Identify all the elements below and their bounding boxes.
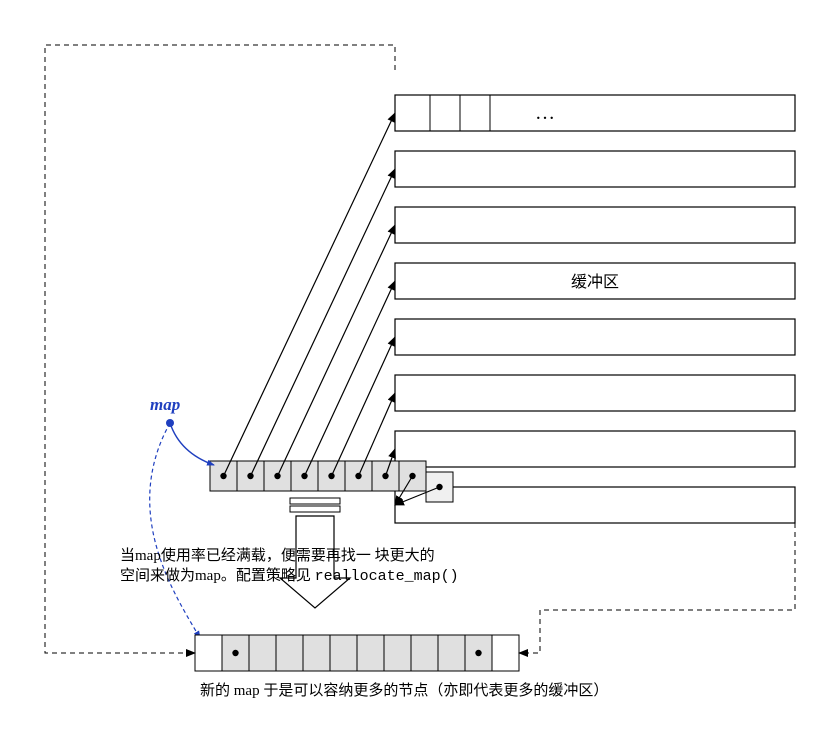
mid-text-line1: 当map使用率已经满载，便需要再找一 块更大的 bbox=[120, 547, 435, 564]
buffer-box bbox=[395, 151, 795, 187]
buffer-box bbox=[395, 375, 795, 411]
pointer-arrow bbox=[278, 225, 396, 476]
new-map-cell bbox=[411, 635, 438, 671]
big-arrow-bar bbox=[290, 506, 340, 512]
new-map-cell bbox=[249, 635, 276, 671]
new-map-cell bbox=[276, 635, 303, 671]
dashed-connector-bottom bbox=[519, 505, 795, 653]
buffer-box bbox=[395, 207, 795, 243]
new-map-cell bbox=[438, 635, 465, 671]
mid-text-line2: 空间来做为map。配置策略见 reallocate_map() bbox=[120, 567, 459, 585]
pointer-arrow bbox=[224, 113, 396, 476]
buffer-ellipsis: … bbox=[535, 102, 555, 124]
buffer-label: 缓冲区 bbox=[571, 273, 619, 291]
buffer-box bbox=[395, 319, 795, 355]
map-pointer-arrow-dashed bbox=[150, 423, 200, 638]
new-map-cell bbox=[492, 635, 519, 671]
new-map-cell bbox=[303, 635, 330, 671]
new-map-cell bbox=[195, 635, 222, 671]
dot-icon bbox=[475, 650, 481, 656]
pointer-arrow bbox=[305, 281, 396, 476]
pointer-arrow bbox=[332, 337, 396, 476]
new-map-cell bbox=[357, 635, 384, 671]
buffer-box bbox=[395, 95, 795, 131]
new-map-cell bbox=[330, 635, 357, 671]
buffer-box bbox=[395, 431, 795, 467]
dot-icon bbox=[232, 650, 238, 656]
bottom-caption: 新的 map 于是可以容纳更多的节点（亦即代表更多的缓冲区） bbox=[200, 682, 608, 699]
map-pointer-arrow bbox=[170, 423, 214, 465]
map-label: map bbox=[150, 395, 180, 414]
pointer-arrow bbox=[251, 169, 396, 476]
diagram-root: … 缓冲区 map 当map使用率已经满载，便需要再找一 块更大的空间来做为map。配… bbox=[0, 0, 840, 734]
new-map-cell bbox=[384, 635, 411, 671]
big-arrow-bar bbox=[290, 498, 340, 504]
buffer-box bbox=[395, 487, 795, 523]
